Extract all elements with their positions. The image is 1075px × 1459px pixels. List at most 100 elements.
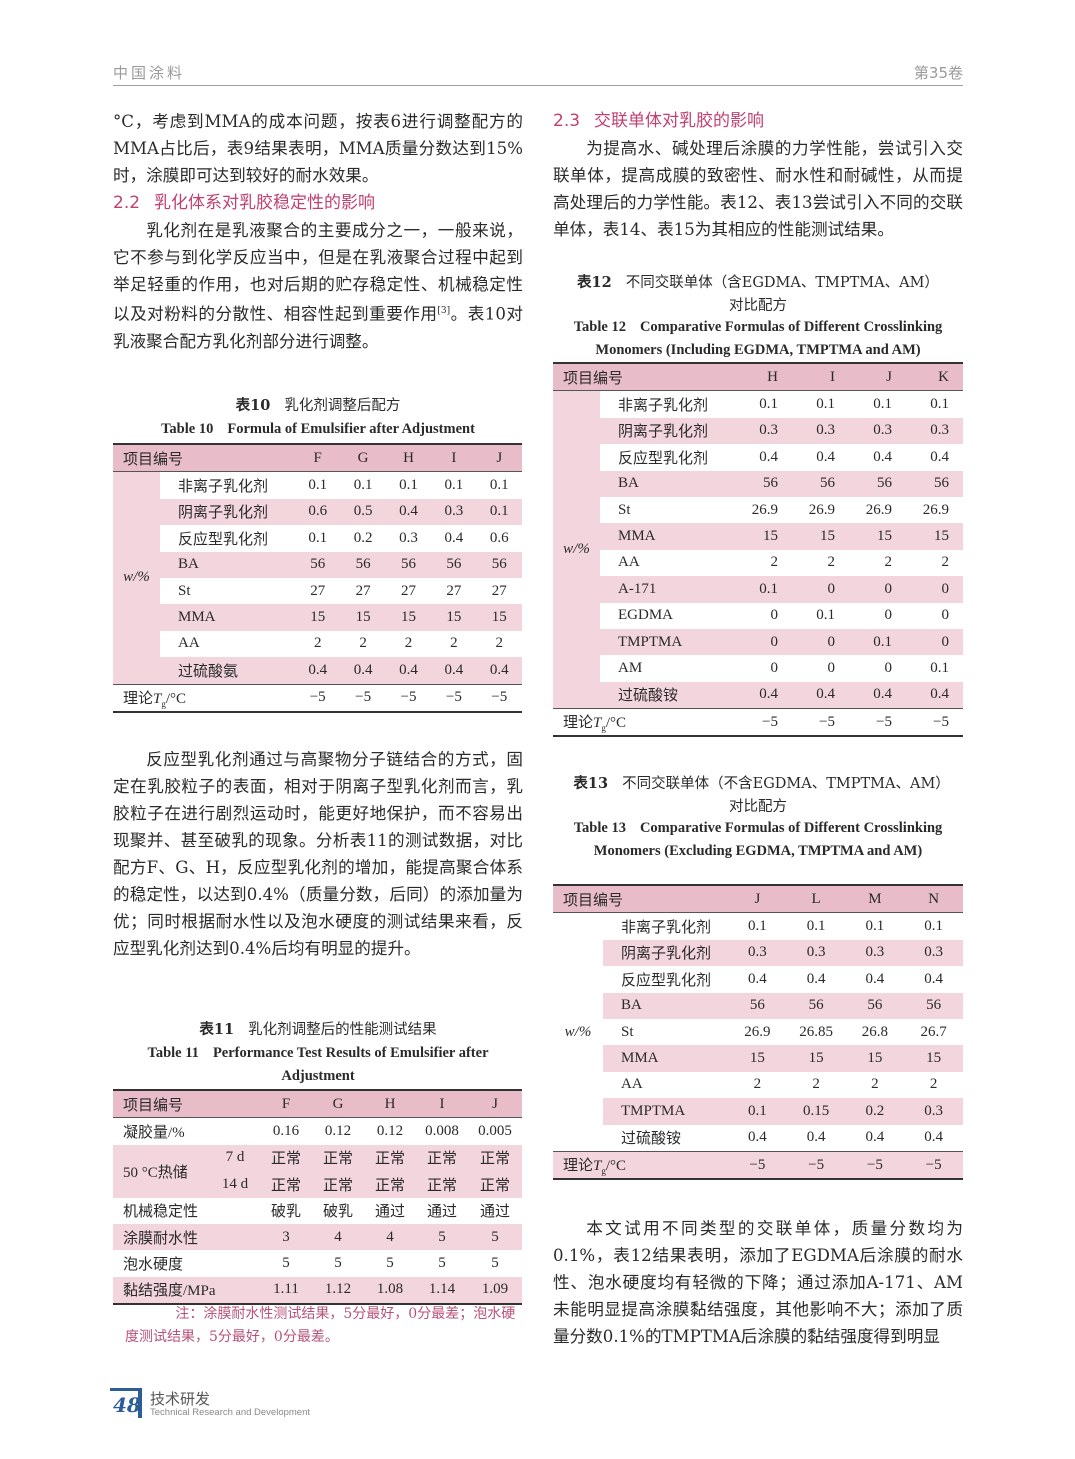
tg-unit: /°C [605,1158,627,1175]
row-label: 非离子乳化剂 [178,479,269,496]
table-cell: 0.1 [930,396,950,413]
table-cell: 56 [792,470,850,497]
table-cell: 0.1 [399,477,418,494]
table-cell: 0.1 [924,918,944,935]
table-row: 凝胶量/% 0.16 0.12 0.12 0.008 0.005 [113,1118,522,1145]
row-label: MMA [160,604,296,631]
table-cell: 0.4 [924,970,944,987]
table-cell: −5 [904,1151,964,1180]
header-row: 项目编号 J L M N [553,885,964,914]
table-cell: 15 [904,1045,964,1072]
table-cell: 正常 [260,1144,313,1172]
table-row: 机械稳定性 破乳 破乳 通过 通过 通过 [113,1198,522,1224]
tg-prefix: 理论 [123,690,154,707]
table-cell: 15 [476,604,522,631]
table-row: 反应型乳化剂 0.1 0.2 0.3 0.4 0.6 [113,525,522,551]
table-row: 14 d 正常 正常 正常 正常 正常 [113,1171,523,1198]
table-cell: −5 [762,713,779,730]
column-header: H [735,363,793,392]
table-cell: 通过 [480,1204,511,1221]
table-cell: 0.4 [930,448,950,465]
row-label: AA [178,635,200,652]
group-label-cell: w/% [553,390,600,709]
row-label: 涂膜耐水性 [113,1223,261,1251]
table-cell: 正常 [468,1171,523,1198]
paragraph-text: 乳化剂在是乳液聚合的主要成分之一，一般来说，它不参与到化学反应当中，但是在乳液聚… [113,221,523,324]
left-paragraph-1: °C，考虑到MMA的成本问题，按表6进行调整配方的MMA占比后，表9结果表明，M… [113,112,523,185]
row-label: 黏结强度/MPa [113,1276,261,1305]
table-cell: 15 [385,604,432,631]
table-cell: 15 [906,523,964,550]
table-cell: 0.1 [353,477,373,494]
table-cell: 2 [495,635,504,652]
row-label: 非离子乳化剂 [618,398,709,415]
table-cell: 正常 [364,1144,417,1172]
column-header: M [845,885,905,914]
table-cell: 0.1 [308,477,328,494]
table-cell: 正常 [312,1171,365,1198]
table-cell: 0.16 [272,1123,300,1140]
row-label: BA [600,470,736,497]
table-cell: 1.09 [468,1276,523,1305]
table-cell: 正常 [312,1144,365,1172]
caption-title: 乳化剂调整后的性能测试结果 [248,1022,437,1038]
table-cell: 0.4 [806,1129,826,1146]
table-cell: 5 [468,1223,523,1251]
table-row: AA 2 2 2 2 [553,550,963,576]
table-cell: 26.9 [808,501,836,518]
table-cell: 0.1 [489,477,509,494]
right-paragraph-2: 本文试用不同类型的交联单体，质量分数均为0.1%，表12结果表明，添加了EGDM… [553,1219,963,1346]
group-symbol: w [563,541,574,558]
tg-prefix: 理论 [563,1158,594,1175]
table-row: St 26.9 26.9 26.9 26.9 [553,497,963,523]
header-row: 项目编号 F G H I J [113,444,522,473]
table-cell: 15 [786,1045,846,1072]
table-cell: 0.6 [489,529,509,546]
section-number: 2.3 [553,111,581,131]
column-header: J [728,885,787,914]
table-cell: 5 [416,1223,469,1251]
row-label: 凝胶量/% [123,1125,185,1142]
table-cell: 2 [812,1076,820,1093]
table-cell: 0.15 [786,1098,846,1125]
right-paragraph-1: 为提高水、碱处理后涂膜的力学性能，尝试引入交联单体，提高成膜的致密性、耐水性和耐… [553,139,963,239]
row-label: 非离子乳化剂 [621,920,712,937]
table-cell: 0.1 [444,477,464,494]
table-cell: 0 [941,607,950,624]
table-cell: 0 [906,628,964,656]
table-cell: 0.12 [324,1123,352,1140]
table-cell: 0.4 [865,970,885,987]
table-cell: 2 [941,554,950,571]
row-label: 过硫酸铵 [600,681,736,709]
table-cell: 56 [295,551,341,578]
tg-subscript: g [601,1166,606,1177]
row-label: 泡水硬度 [123,1257,184,1274]
table-cell: 0.3 [792,417,850,445]
table-cell: 56 [728,992,787,1019]
table-row: EGDMA 0 0.1 0 0 [553,603,963,629]
table-cell: 0.3 [399,529,418,546]
table-row: AM 0 0 0 0.1 [553,655,963,681]
table-cell: 2 [404,635,413,652]
table11-caption-cn: 表11 乳化剂调整后的性能测试结果 [113,1019,523,1042]
column-header: G [312,1090,365,1119]
table-cell: 0.1 [816,607,836,624]
table-cell: 27 [355,582,371,599]
column-header: K [906,363,964,392]
caption-label: Table 10 [161,421,214,437]
table-cell: 0.2 [845,1098,905,1125]
table-cell: 0.4 [806,970,826,987]
table-cell: 1.12 [312,1276,365,1305]
row-label: A-171 [600,576,736,603]
tg-prefix: 理论 [563,715,594,732]
table-cell: −5 [491,689,508,706]
tg-label: 理论Tg/°C [113,684,295,712]
footer-accent-line [110,1388,140,1391]
table-cell: 5 [438,1255,446,1272]
caption-title: 乳化剂调整后配方 [284,398,401,414]
table-cell: 0.4 [849,681,907,709]
table-cell: 0.4 [924,1129,944,1146]
row-label: St [618,501,631,518]
